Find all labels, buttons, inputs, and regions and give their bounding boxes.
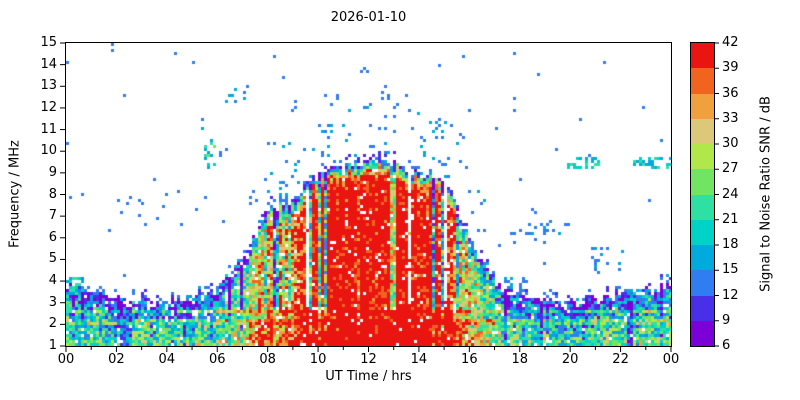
y-tick-label: 10 [40, 143, 57, 159]
colorbar-tick-label: 33 [722, 110, 739, 126]
y-tick-label: 6 [48, 229, 57, 245]
colorbar [690, 42, 715, 347]
colorbar-tick-label: 24 [722, 186, 739, 202]
colorbar-band [691, 295, 714, 321]
colorbar-tick-label: 6 [722, 338, 731, 353]
x-tick-label: 18 [511, 352, 529, 367]
colorbar-tick-label: 30 [722, 136, 739, 151]
colorbar-band [691, 219, 714, 245]
colorbar-band [691, 270, 714, 296]
y-tick-label: 2 [48, 316, 57, 332]
y-tick-label: 13 [40, 78, 57, 94]
x-tick-label: 16 [461, 352, 478, 367]
y-tick-label: 8 [48, 186, 57, 202]
colorbar-band [691, 169, 714, 195]
colorbar-band [691, 245, 714, 271]
colorbar-tick-label: 39 [722, 60, 739, 76]
y-tick-label: 3 [48, 294, 57, 310]
chart-title: 2026-01-10 [330, 10, 407, 25]
colorbar-tick-label: 18 [722, 237, 739, 252]
x-tick-label: 12 [360, 352, 377, 367]
y-tick-label: 4 [48, 273, 57, 289]
y-tick-label: 15 [40, 35, 57, 50]
colorbar-tick-label: 36 [722, 85, 739, 101]
plot-area [65, 42, 672, 347]
colorbar-tick-label: 12 [722, 287, 739, 303]
colorbar-band [691, 144, 714, 170]
colorbar-band [691, 43, 714, 69]
x-tick-label: 20 [561, 352, 579, 367]
x-tick-label: 04 [158, 352, 176, 367]
colorbar-label: Signal to Noise Ratio SNR / dB [758, 96, 774, 292]
x-tick-label: 00 [57, 352, 75, 367]
y-tick-label: 5 [48, 251, 57, 267]
y-axis-label: Frequency / MHz [7, 140, 23, 248]
heatmap-canvas [66, 43, 671, 346]
colorbar-tick-label: 27 [722, 161, 739, 177]
colorbar-band [691, 320, 714, 346]
x-tick-label: 10 [309, 352, 327, 367]
y-tick-label: 14 [40, 56, 57, 72]
y-tick-label: 12 [40, 99, 57, 115]
colorbar-tick-label: 21 [722, 211, 739, 227]
colorbar-band [691, 93, 714, 119]
colorbar-band [691, 118, 714, 144]
x-tick-label: 22 [612, 352, 629, 367]
y-tick-label: 1 [48, 338, 57, 353]
x-tick-label: 02 [108, 352, 125, 367]
y-tick-label: 9 [48, 164, 57, 180]
y-tick-label: 11 [40, 121, 57, 137]
x-axis-label: UT Time / hrs [325, 369, 412, 384]
colorbar-tick-label: 9 [722, 312, 731, 328]
colorbar-band [691, 194, 714, 220]
x-tick-label: 00 [662, 352, 680, 367]
x-tick-label: 06 [208, 352, 226, 367]
x-tick-label: 08 [259, 352, 276, 367]
y-tick-label: 7 [48, 208, 57, 224]
x-tick-label: 14 [410, 352, 428, 367]
colorbar-tick-label: 42 [722, 35, 739, 50]
colorbar-band [691, 68, 714, 94]
colorbar-tick-label: 15 [722, 262, 739, 278]
